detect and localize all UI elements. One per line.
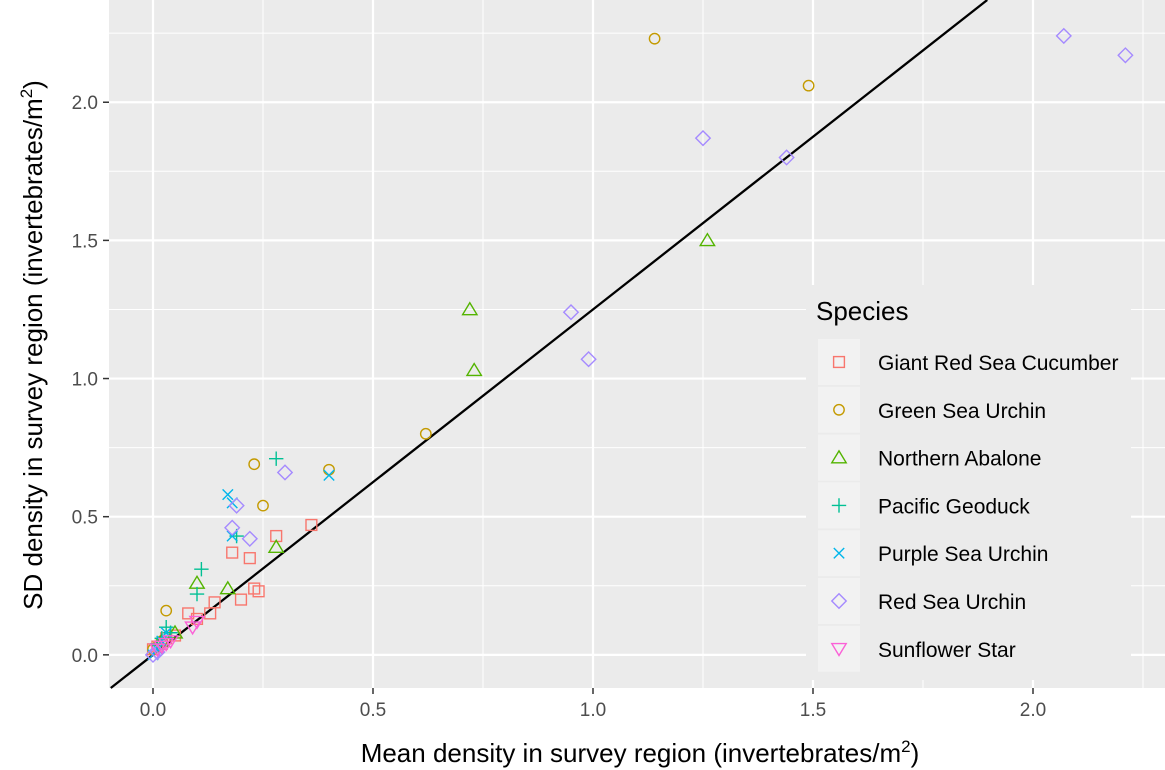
- legend: Species Giant Red Sea Cucumber Green Sea …: [806, 285, 1131, 680]
- legend-marker: [832, 355, 846, 369]
- legend-key: [818, 625, 860, 672]
- legend-label: Green Sea Urchin: [878, 400, 1046, 423]
- x-tick-label: 0.0: [140, 700, 166, 721]
- data-point: [257, 499, 269, 512]
- legend-marker: [830, 592, 848, 610]
- legend-label: Red Sea Urchin: [878, 591, 1026, 614]
- data-point: [461, 301, 479, 316]
- data-point: [323, 469, 335, 481]
- legend-marker: [831, 498, 847, 513]
- y-tick-label: 1.0: [72, 370, 98, 391]
- data-point: [802, 79, 815, 92]
- legend-label: Giant Red Sea Cucumber: [878, 352, 1118, 375]
- data-point: [269, 451, 284, 466]
- legend-marker: [830, 449, 848, 464]
- data-point: [698, 232, 716, 247]
- data-point: [778, 149, 795, 166]
- legend-background: [806, 285, 1131, 680]
- legend-title: Species: [816, 296, 909, 326]
- reference-line: [110, 0, 988, 689]
- y-tick-label: 0.0: [72, 646, 98, 667]
- reference-line-group: [110, 0, 988, 689]
- data-point: [1117, 47, 1134, 64]
- data-point: [219, 580, 237, 595]
- x-tick-label: 1.0: [580, 700, 606, 721]
- data-point: [1055, 27, 1072, 45]
- x-axis-title: Mean density in survey region (invertebr…: [361, 737, 920, 768]
- data-point: [149, 643, 166, 661]
- data-point: [153, 640, 171, 655]
- data-point: [189, 586, 205, 602]
- data-point: [305, 518, 318, 532]
- y-tick-label: 1.5: [72, 231, 98, 252]
- legend-label: Purple Sea Urchin: [878, 543, 1048, 566]
- data-point: [580, 351, 597, 368]
- legend-items: Giant Red Sea Cucumber Green Sea Urchin No…: [818, 339, 1118, 672]
- data-point: [248, 458, 261, 471]
- x-tick-label: 2.0: [1020, 700, 1046, 721]
- legend-marker: [833, 403, 845, 416]
- data-point: [160, 604, 173, 617]
- x-tick-label: 1.5: [800, 700, 826, 721]
- legend-key: [818, 339, 860, 385]
- data-point: [194, 561, 209, 577]
- legend-marker: [830, 642, 848, 657]
- data-point: [228, 497, 245, 514]
- y-tick-label: 0.5: [72, 508, 98, 529]
- data-point: [241, 530, 258, 547]
- data-point: [166, 624, 184, 639]
- data-point: [204, 607, 217, 620]
- data-point: [276, 464, 294, 481]
- data-point: [267, 539, 285, 553]
- data-point: [562, 304, 580, 321]
- legend-label: Pacific Geoduck: [878, 495, 1030, 518]
- y-tick-label: 2.0: [72, 93, 98, 114]
- data-point: [226, 546, 239, 559]
- legend-key: [818, 578, 860, 624]
- data-point: [248, 582, 261, 595]
- legend-marker: [833, 547, 845, 559]
- x-axis-ticks: 0.0 0.5 1.0 1.5 2.0: [140, 688, 1046, 721]
- data-point: [694, 129, 712, 147]
- y-axis-title: SD density in survey region (invertebrat…: [17, 80, 48, 610]
- data-point: [252, 585, 265, 598]
- data-point: [234, 593, 248, 606]
- data-point: [226, 530, 238, 542]
- data-point: [222, 488, 234, 501]
- x-tick-label: 0.5: [360, 700, 386, 721]
- data-point: [148, 643, 166, 658]
- data-point: [465, 362, 483, 377]
- y-axis-ticks: 0.0 0.5 1.0 1.5 2.0: [72, 93, 109, 667]
- data-point: [243, 552, 256, 565]
- data-point: [648, 32, 661, 45]
- data-point: [419, 427, 432, 440]
- data-point: [144, 646, 162, 664]
- legend-key: [818, 434, 860, 481]
- data-point: [188, 615, 206, 630]
- legend-label: Northern Abalone: [878, 448, 1041, 471]
- legend-key: [818, 386, 860, 433]
- legend-label: Sunflower Star: [878, 639, 1016, 662]
- data-point: [224, 519, 241, 536]
- data-points: [144, 27, 1134, 664]
